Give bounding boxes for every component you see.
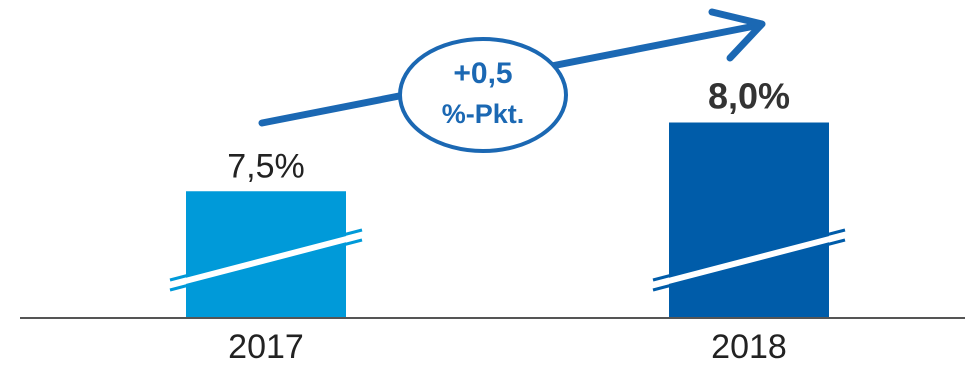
value-label-2017: 7,5%: [227, 147, 305, 185]
value-label-2018: 8,0%: [708, 76, 790, 117]
x-tick-label-2018: 2018: [711, 328, 787, 366]
axis-break-gap: [652, 232, 846, 288]
change-badge: +0,5 %-Pkt.: [398, 37, 568, 153]
change-badge-ellipse: [398, 37, 568, 153]
axis-break-mark-2018: [652, 228, 846, 292]
axis-break-line: [652, 228, 846, 282]
trend-arrow-head: [708, 8, 766, 62]
axis-break-line: [169, 238, 363, 292]
bars-group: [169, 122, 846, 318]
change-badge-value: +0,5: [453, 57, 512, 90]
x-tick-label-2017: 2017: [228, 328, 304, 366]
bar-2018: [669, 122, 829, 318]
axis-break-gap: [169, 232, 363, 288]
labels-group: 7,5% 2017 8,0% 2018: [227, 76, 790, 366]
axis-break-line: [169, 228, 363, 282]
axis-break-line: [652, 238, 846, 292]
change-badge-unit: %-Pkt.: [442, 99, 525, 129]
axis-break-mark-2017: [169, 228, 363, 292]
